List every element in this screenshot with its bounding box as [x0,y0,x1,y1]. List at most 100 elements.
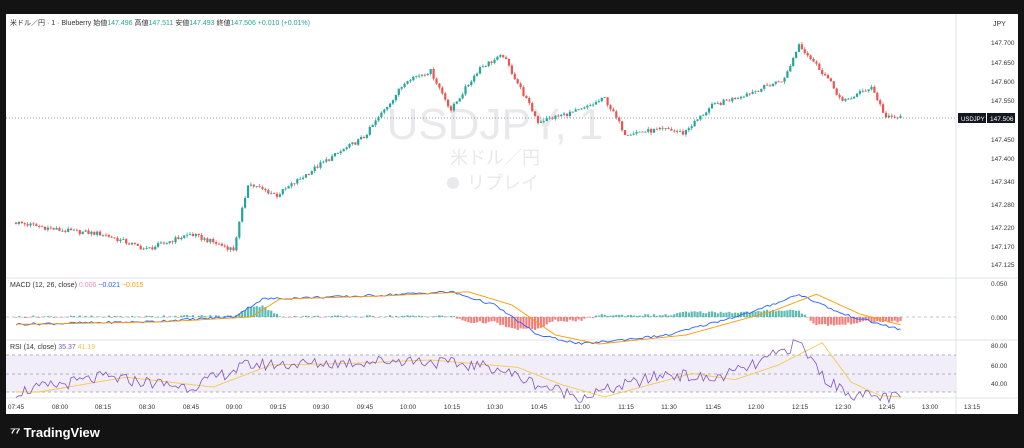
candle-body [122,239,125,240]
macd-hist-bar [751,312,754,317]
macd-hist-bar [606,315,609,317]
chart-canvas[interactable]: USDJPY, 1 米ドル／円 リプレイ JPY 147.700 147.650… [6,14,1018,414]
candle-body [615,111,618,118]
macd-hist-bar [418,315,421,317]
candle-body [806,52,809,56]
candle-body [336,153,339,154]
candle-body [716,102,719,104]
time-tick: 11:15 [618,404,634,411]
macd-hist-bar [589,317,592,318]
candle-body [423,74,426,76]
macd-hist-bar [449,315,453,317]
macd-hist-bar [522,317,525,329]
macd-legend[interactable]: MACD (12, 26, close) 0.006 −0.021 −0.015 [10,282,144,289]
candle-body [151,247,154,250]
candle-body [125,239,128,244]
high-label: 高値 [134,20,149,27]
macd-hist-bar [290,317,293,318]
macd-hist-bar [455,317,458,319]
macd-hist-bar [473,317,476,323]
time-axis[interactable]: 07:45 08:00 08:15 08:30 08:45 09:00 09:1… [8,404,981,411]
macd-hist-bar [824,317,827,325]
candle-body [458,98,461,102]
macd-hist-bar [792,310,795,317]
candle-body [357,139,360,145]
macd-hist-bar [220,316,223,318]
candle-body [676,130,679,132]
macd-hist-bar [629,314,632,317]
candle-body [606,97,609,106]
macd-hist-bar [58,317,61,318]
candle-body [826,75,830,79]
candle-body [449,106,453,111]
candle-body [612,109,615,112]
macd-hist-bar [507,317,511,328]
macd-hist-bar [681,311,685,317]
macd-hist-bar [565,317,569,322]
time-tick: 10:15 [444,404,461,411]
price-tick: 147.700 [991,40,1015,47]
macd-hist-bar [325,316,328,317]
candle-body [273,193,276,194]
macd-hist-bar [162,315,165,317]
candles-group[interactable] [14,42,902,252]
candle-body [710,103,714,109]
candle-body [377,117,380,121]
candle-body [183,235,186,238]
last-symbol-badge [958,113,986,123]
close-value: 147.506 [230,20,256,27]
candle-body [429,69,432,75]
candle-body [789,65,792,72]
macd-hist-bar [157,316,160,318]
candle-body [766,84,769,86]
macd-hist-bar [41,316,44,318]
candle-body [812,58,815,62]
macd-hist-bar [612,315,615,317]
macd-hist-bar [452,316,455,317]
candle-body [142,248,145,250]
macd-hist-bar [615,314,618,317]
macd-hist-bar [423,316,426,317]
macd-hist-bar [710,311,714,317]
macd-hist-bar [554,317,557,320]
ohlc-legend[interactable]: 米ドル／円 · 1 · Blueberry 始値147.496 高値147.51… [10,18,310,28]
macd-hist-bar [310,317,313,318]
candle-body [316,166,319,168]
candle-body [235,237,238,251]
macd-hist-bar [647,314,650,317]
candle-body [461,94,464,99]
candle-body [824,74,827,76]
candle-body [629,134,632,136]
candle-body [722,99,725,105]
macd-hist-bar [684,311,687,317]
candle-body [447,99,450,107]
candle-body [887,115,890,118]
symbol-title[interactable]: 米ドル／円 · 1 · Blueberry [10,20,92,27]
candle-body [206,238,209,243]
candle-body [412,76,415,81]
watermark-name: 米ドル／円 [450,148,540,169]
macd-hist-bar [655,316,658,317]
rsi-legend[interactable]: RSI (14, close) 35.37 41.19 [10,344,95,351]
candle-body [339,151,342,154]
macd-hist-bar [246,306,250,317]
time-tick: 13:00 [922,404,939,411]
time-tick: 09:00 [226,404,243,411]
macd-hist-bar [223,315,226,317]
candle-body [600,97,603,102]
candle-body [133,243,136,244]
candle-body [328,159,331,161]
rsi-tick: 80.00 [991,343,1008,350]
chart-frame[interactable]: USDJPY, 1 米ドル／円 リプレイ JPY 147.700 147.650… [6,14,1018,414]
candle-body [557,115,560,117]
candle-body [101,234,105,236]
macd-hist-bar [800,313,803,317]
candle-body [220,243,223,246]
macd-hist-bar [394,315,397,317]
tradingview-brand[interactable]: ⁷⁷ TradingView [10,424,100,440]
candle-body [734,97,737,100]
candle-body [548,117,551,119]
macd-hist-bar [278,316,281,317]
candle-body [528,97,531,104]
macd-hist-bar [815,317,818,325]
